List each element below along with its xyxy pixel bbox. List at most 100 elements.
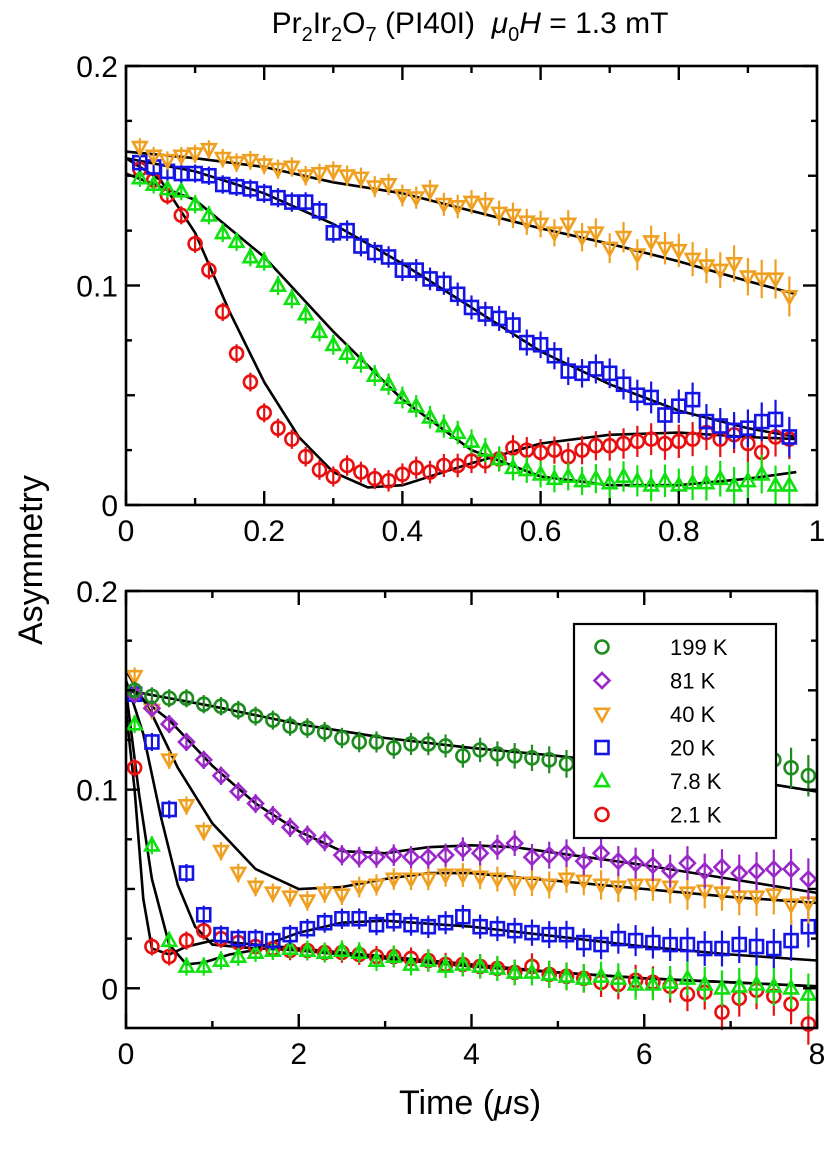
bottom-point-20-k-18 — [437, 914, 454, 931]
bottom-point-20-k-13 — [351, 910, 368, 927]
bottom-point-20-k-21 — [489, 920, 506, 937]
bottom-point-81-k-5 — [211, 766, 231, 786]
bottom-point-81-k-30 — [643, 855, 663, 875]
bottom-point-7-8-k-32 — [678, 968, 697, 985]
bottom-point-40-k-19 — [453, 868, 472, 885]
bottom-point-2-1-k-3 — [178, 932, 195, 949]
bottom-point-7-8-k-9 — [281, 938, 300, 956]
bottom-point-81-k-37 — [764, 859, 784, 879]
top-point-20-k-15 — [339, 222, 355, 239]
top-point-40-k-34 — [600, 241, 619, 259]
bottom-point-20-k-25 — [558, 926, 575, 943]
bottom-point-40-k-35 — [730, 890, 749, 907]
top-point-40-k-2 — [158, 153, 177, 171]
bottom-point-7-8-k-14 — [367, 950, 386, 967]
bottom-point-40-k-17 — [419, 872, 438, 889]
bottom-point-40-k-8 — [263, 886, 282, 903]
bottom-point-7-8-k-26 — [574, 968, 593, 985]
bottom-point-199-k-14 — [368, 734, 385, 750]
bottom-xtick-label-4: 8 — [809, 1038, 826, 1071]
top-point-40-k-29 — [531, 217, 550, 234]
bottom-point-81-k-34 — [712, 857, 732, 877]
bottom-point-20-k-24 — [541, 926, 558, 943]
bottom-point-20-k-30 — [645, 934, 661, 951]
bottom-point-7-8-k-35 — [730, 976, 749, 993]
top-point-40-k-27 — [503, 208, 522, 226]
bottom-point-20-k-14 — [368, 916, 385, 933]
top-point-40-k-23 — [448, 199, 467, 217]
top-xtick-label-2: 0.4 — [382, 515, 424, 548]
top-point-20-k-5 — [201, 167, 217, 184]
top-point-40-k-39 — [669, 243, 688, 261]
bottom-point-40-k-15 — [384, 872, 403, 889]
bottom-point-81-k-21 — [488, 837, 507, 857]
bottom-point-20-k-20 — [472, 918, 488, 935]
top-point-2-1-k-32 — [574, 442, 590, 458]
bottom-point-40-k-12 — [332, 888, 351, 905]
top-point-7-8-k-4 — [186, 194, 205, 211]
top-point-7-8-k-17 — [365, 365, 384, 382]
bottom-point-40-k-27 — [592, 878, 611, 895]
bottom-point-81-k-18 — [436, 845, 455, 865]
bottom-xtick-label-3: 6 — [636, 1038, 653, 1071]
title-mu: μ — [491, 7, 508, 40]
bottom-point-7-8-k-30 — [643, 974, 662, 991]
top-point-40-k-19 — [393, 189, 412, 206]
bottom-point-81-k-28 — [609, 851, 628, 871]
bottom-point-81-k-19 — [453, 839, 473, 859]
bottom-point-199-k-4 — [195, 696, 212, 713]
bottom-point-20-k-15 — [385, 912, 402, 929]
top-point-40-k-1 — [144, 149, 163, 166]
bottom-point-20-k-32 — [679, 936, 696, 953]
bottom-ytick-label-2: 0.2 — [76, 576, 118, 609]
legend-label-81-k: 81 K — [670, 669, 716, 694]
top-point-20-k-30 — [546, 347, 563, 364]
top-point-40-k-7 — [227, 156, 246, 173]
bottom-point-20-k-11 — [316, 914, 333, 931]
top-point-40-k-13 — [310, 167, 329, 184]
bottom-point-7-8-k-13 — [350, 942, 369, 960]
bottom-point-81-k-36 — [747, 861, 766, 881]
top-point-7-8-k-40 — [683, 473, 702, 490]
bottom-point-7-8-k-5 — [211, 950, 231, 967]
title-sample: (PI40I) — [377, 7, 492, 40]
top-point-40-k-33 — [586, 226, 605, 243]
top-point-2-1-k-23 — [449, 457, 466, 474]
legend-label-40-k: 40 K — [670, 702, 716, 727]
bottom-point-7-8-k-37 — [764, 976, 783, 993]
bottom-point-20-k-7 — [247, 930, 264, 947]
bottom-point-7-8-k-28 — [609, 968, 628, 985]
bottom-point-7-8-k-8 — [263, 940, 282, 958]
bottom-point-81-k-11 — [315, 831, 334, 851]
x-axis-label: Time (μs) — [399, 1084, 541, 1122]
top-point-7-8-k-2 — [158, 179, 177, 196]
bottom-point-81-k-26 — [574, 851, 594, 871]
top-point-40-k-15 — [338, 169, 357, 186]
top-point-2-1-k-21 — [422, 464, 438, 480]
top-point-20-k-46 — [767, 411, 784, 428]
title-h: H — [519, 7, 541, 40]
bottom-point-81-k-25 — [557, 843, 576, 863]
top-point-7-8-k-22 — [434, 416, 453, 433]
bottom-point-40-k-34 — [712, 886, 732, 903]
top-point-7-8-k-46 — [766, 475, 785, 492]
bottom-point-40-k-32 — [678, 886, 697, 903]
top-xtick-label-5: 1 — [809, 515, 826, 548]
bottom-point-199-k-39 — [800, 767, 817, 784]
bottom-point-20-k-2 — [161, 801, 177, 818]
top-point-2-1-k-14 — [325, 468, 342, 485]
bottom-point-199-k-12 — [334, 730, 350, 746]
x-label-suffix: s) — [513, 1084, 541, 1122]
bottom-point-40-k-7 — [246, 880, 265, 897]
top-point-7-8-k-47 — [780, 475, 799, 492]
legend-marker-81-k — [592, 671, 612, 690]
bottom-point-2-1-k-0 — [126, 759, 143, 776]
bottom-point-199-k-18 — [437, 738, 454, 754]
bottom-point-199-k-22 — [506, 748, 523, 764]
bottom-point-20-k-8 — [265, 932, 281, 949]
bottom-point-81-k-32 — [678, 853, 697, 873]
top-point-7-8-k-36 — [628, 471, 647, 488]
bottom-point-20-k-9 — [282, 926, 298, 943]
bottom-point-20-k-26 — [575, 934, 592, 951]
top-point-2-1-k-5 — [201, 262, 217, 278]
